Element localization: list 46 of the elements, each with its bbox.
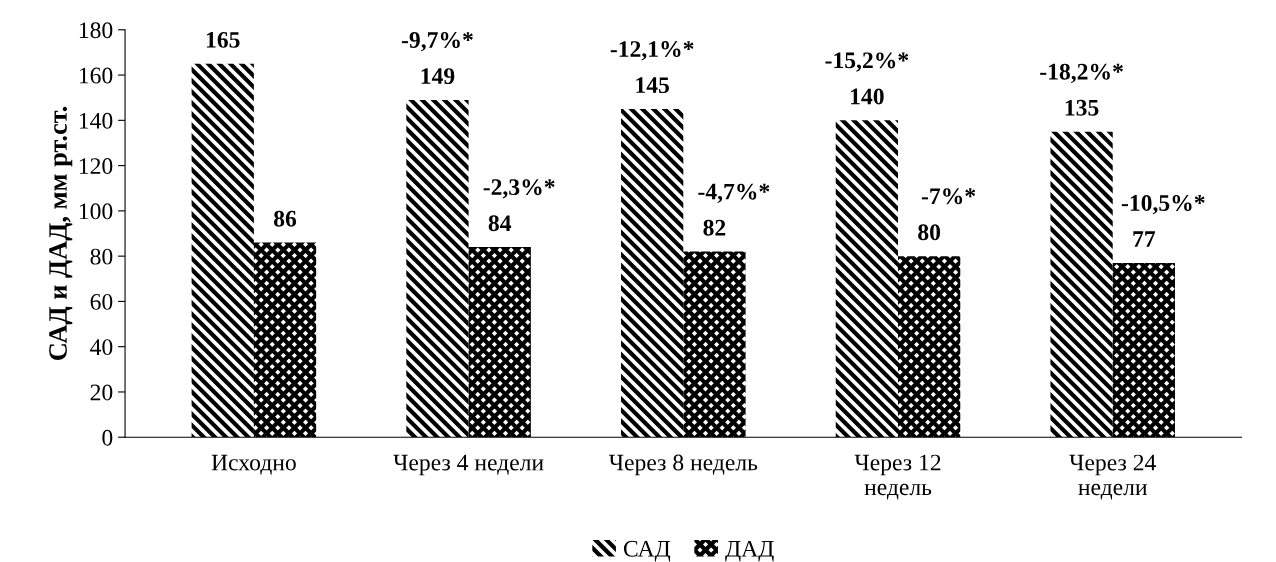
y-tick-label: 140 (79, 112, 113, 129)
bar (835, 120, 899, 438)
bar (191, 63, 254, 438)
data-label: 86 (273, 210, 297, 227)
bar (683, 251, 746, 438)
legend-label: САД (623, 540, 671, 562)
x-tick-label: Через 12 недель (854, 454, 941, 500)
data-label: 149 (421, 68, 455, 85)
x-tick-label: Через 24 недели (1069, 454, 1156, 500)
data-label: 82 (703, 219, 726, 236)
x-tick-label: Через 4 недели (393, 454, 544, 476)
data-label: 84 (488, 215, 512, 232)
data-label: 80 (918, 224, 941, 241)
annotation: -9,7%* (401, 32, 473, 52)
y-tick-label: 80 (90, 248, 113, 265)
y-tick-label: 40 (90, 339, 113, 356)
data-label: 77 (1133, 231, 1156, 247)
data-label: 145 (636, 77, 670, 94)
y-tick-label: 20 (90, 384, 113, 401)
y-tick-label: 0 (102, 429, 113, 446)
annotation: -2,3%* (483, 179, 555, 199)
annotation: -7%* (921, 188, 976, 205)
y-tick-label: 120 (79, 158, 113, 175)
y-tick-label: 100 (79, 203, 113, 220)
x-tick-label: Через 8 недель (608, 454, 758, 476)
bar (898, 256, 961, 438)
annotation: -15,2%* (825, 52, 909, 72)
annotation: -12,1%* (610, 41, 694, 61)
bar (468, 247, 531, 438)
y-tick-label: 180 (79, 22, 113, 39)
bar (406, 99, 469, 438)
bar (1050, 131, 1113, 438)
legend-label: ДАД (725, 540, 774, 562)
data-label: 135 (1065, 99, 1099, 116)
y-tick-label: 60 (90, 293, 113, 310)
bar (1112, 262, 1175, 438)
bar (621, 109, 684, 438)
y-axis-title: САД и ДАД, мм рт.ст. (49, 106, 73, 361)
data-label: 140 (851, 88, 884, 105)
bar (253, 242, 317, 438)
annotation: -18,2%* (1040, 63, 1123, 84)
x-tick-label: Исходно (211, 454, 296, 475)
y-tick-label: 160 (79, 67, 113, 84)
annotation: -10,5%* (1121, 194, 1205, 215)
annotation: -4,7%* (698, 183, 770, 204)
data-label: 165 (206, 31, 240, 48)
